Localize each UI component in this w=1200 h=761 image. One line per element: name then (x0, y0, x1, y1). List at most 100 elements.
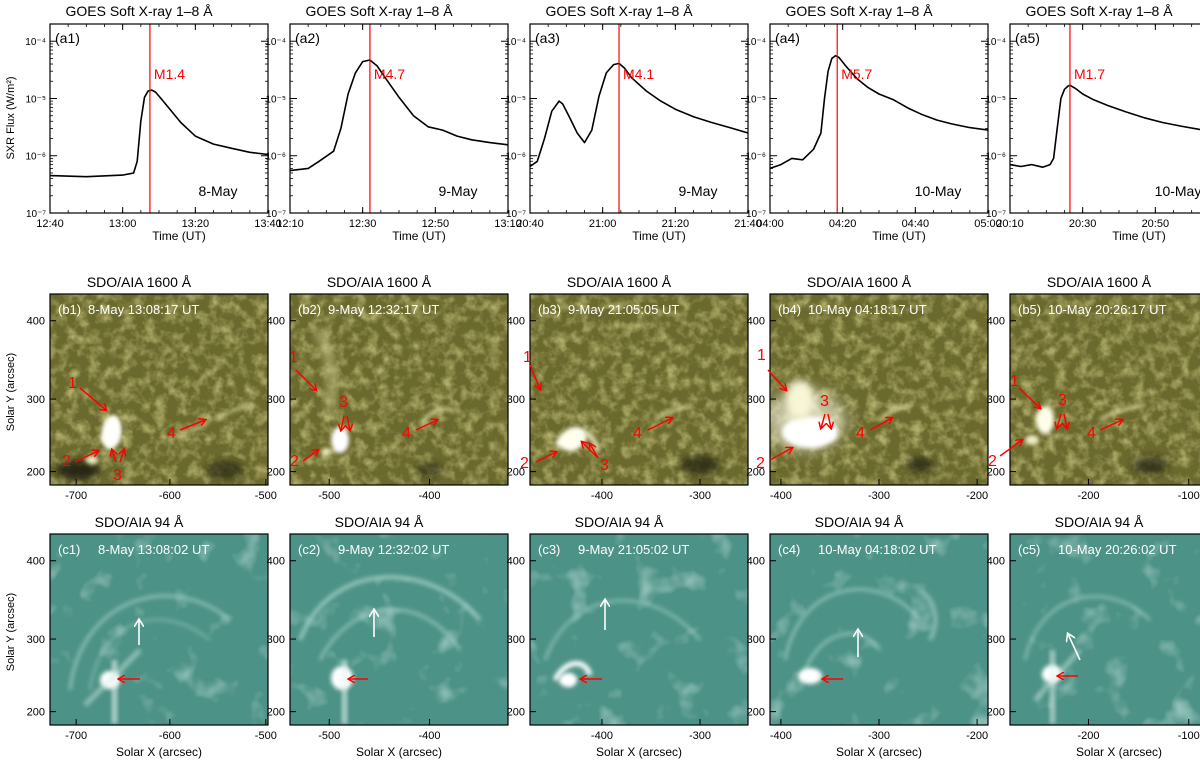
x-tick-label: -700 (65, 490, 87, 502)
flare-class-label: M4.1 (623, 66, 654, 82)
feature-marker: 4 (633, 425, 642, 442)
y-tick-label: 10⁻⁷ (266, 209, 286, 220)
y-tick-label: 400 (267, 316, 285, 328)
y-tick-label: 10⁻⁷ (26, 209, 46, 220)
y-tick-label: 400 (747, 556, 765, 568)
image-axis-c4: 200 300 400 -400 -300 -200 (747, 556, 988, 742)
row-c-xlabels: Solar X (arcsec) Solar X (arcsec) Solar … (116, 745, 1162, 759)
x-tick-label: -500 (255, 490, 277, 502)
panel-title: GOES Soft X-ray 1–8 Å (545, 3, 693, 19)
white-arrow (1068, 634, 1081, 661)
row-a-titles: GOES Soft X-ray 1–8 Å GOES Soft X-ray 1–… (65, 3, 1173, 19)
timestamp: 9-May 12:32:02 UT (338, 542, 449, 557)
y-tick-label: 300 (507, 634, 525, 646)
x-tick-label: -600 (159, 730, 181, 742)
y-tick-label: 10⁻⁷ (986, 209, 1006, 220)
x-tick-label: 12:40 (36, 218, 64, 230)
x-tick-label: -100 (1178, 490, 1200, 502)
y-tick-label: 10⁻⁶ (985, 152, 1006, 163)
panel-title: SDO/AIA 94 Å (575, 514, 664, 530)
aia1600-row (50, 294, 1200, 485)
goes-panel-a3: M4.1 (a3) 9-May 10⁻⁷ 10⁻⁶ 10⁻⁵ 10⁻⁴ 20:40 21:00 2… (505, 23, 762, 243)
y-tick-label: 300 (987, 634, 1005, 646)
feature-marker: 1 (757, 347, 766, 364)
x-axis-label: Time (UT) (1112, 229, 1166, 243)
feature-marker: 1 (523, 349, 532, 366)
feature-marker: 3 (113, 467, 122, 484)
x-tick-label: -500 (255, 730, 277, 742)
timestamp: 10-May 04:18:02 UT (818, 542, 937, 557)
timestamp: 9-May 12:32:17 UT (328, 302, 439, 317)
panel-title: SDO/AIA 1600 Å (1047, 274, 1152, 290)
aia1600-panel-b3 (530, 294, 748, 485)
x-tick-label: -500 (318, 490, 340, 502)
panel-title: SDO/AIA 94 Å (815, 514, 904, 530)
y-tick-label: 10⁻⁵ (265, 94, 286, 105)
x-tick-label: 12:30 (349, 218, 377, 230)
flare-class-label: M4.7 (374, 66, 405, 82)
y-tick-label: 200 (27, 467, 45, 479)
y-axis-label-solar-y: Solar Y (arcsec) (5, 353, 17, 431)
y-tick-label: 10⁻⁵ (25, 94, 46, 105)
panel-label: (a3) (535, 30, 560, 46)
aia1600-panel-b4 (765, 294, 988, 485)
x-tick-label: -200 (1077, 730, 1099, 742)
date-label: 8-May (199, 183, 238, 199)
x-axis-label: Solar X (arcsec) (596, 745, 682, 759)
timestamp: 10-May 04:18:17 UT (808, 302, 927, 317)
y-tick-label: 300 (27, 634, 45, 646)
x-tick-label: -400 (419, 490, 441, 502)
flux-curve (289, 59, 509, 172)
x-tick-label: 12:50 (422, 218, 450, 230)
y-axis-label-solar-y: Solar Y (arcsec) (5, 593, 17, 671)
x-tick-label: 13:10 (494, 218, 522, 230)
x-tick-label: 13:40 (254, 218, 282, 230)
goes-panel-a1: M1.4 (a1) 8-May 10⁻⁷ 10⁻⁶ 10⁻⁵ 10⁻⁴ 12:40 13:00 1… (25, 23, 282, 243)
y-tick-label: 300 (507, 394, 525, 406)
panel-title: SDO/AIA 1600 Å (87, 274, 192, 290)
y-tick-label: 300 (747, 634, 765, 646)
y-tick-label: 300 (267, 634, 285, 646)
y-tick-label: 200 (507, 707, 525, 719)
panel-title: GOES Soft X-ray 1–8 Å (1025, 3, 1173, 19)
x-tick-label: 13:20 (182, 218, 210, 230)
y-tick-label: 300 (27, 394, 45, 406)
flare-class-label: M5.7 (841, 66, 872, 82)
y-tick-label: 400 (747, 316, 765, 328)
panel-title: SDO/AIA 94 Å (95, 514, 184, 530)
x-tick-label: -400 (419, 730, 441, 742)
feature-marker: 2 (988, 453, 997, 470)
y-tick-label: 400 (27, 556, 45, 568)
goes-lightcurve-row: M1.4 (a1) 8-May 10⁻⁷ 10⁻⁶ 10⁻⁵ 10⁻⁴ 12:40 13:00 1… (25, 23, 1200, 243)
feature-marker: 3 (820, 393, 829, 410)
x-axis-label: Time (UT) (152, 229, 206, 243)
aia1600-panel-b5 (1010, 294, 1200, 485)
x-tick-label: -200 (1077, 490, 1099, 502)
row-c-titles: SDO/AIA 94 Å SDO/AIA 94 Å SDO/AIA 94 Å S… (95, 514, 1144, 530)
aia1600-panel-b2 (290, 294, 508, 485)
x-tick-label: 20:50 (1142, 218, 1170, 230)
feature-marker: 4 (402, 425, 411, 442)
panel-title: SDO/AIA 94 Å (1055, 514, 1144, 530)
x-axis-label: Solar X (arcsec) (116, 745, 202, 759)
row-b-annotations: 1 2 3 4 1 2 3 4 1 2 3 4 1 2 3 (62, 347, 1122, 484)
x-axis-label: Time (UT) (872, 229, 926, 243)
y-tick-label: 300 (987, 394, 1005, 406)
panel-label: (b1) (58, 302, 81, 317)
x-tick-label: -400 (770, 730, 792, 742)
y-tick-label: 400 (507, 556, 525, 568)
feature-marker: 3 (1058, 392, 1067, 409)
aia94-panel-c5 (1010, 534, 1200, 725)
panel-label: (a1) (55, 30, 80, 46)
panel-label: (b4) (778, 302, 801, 317)
x-tick-label: 12:10 (276, 218, 304, 230)
x-tick-label: 20:40 (516, 218, 544, 230)
panel-label: (b2) (298, 302, 321, 317)
x-tick-label: -300 (689, 730, 711, 742)
image-axis-b3: 200 300 400 -400 -300 (507, 316, 711, 502)
y-tick-label: 200 (267, 707, 285, 719)
panel-label: (a2) (295, 30, 320, 46)
row-b-titles: SDO/AIA 1600 Å SDO/AIA 1600 Å SDO/AIA 16… (87, 274, 1152, 290)
flux-curve (1009, 84, 1200, 168)
